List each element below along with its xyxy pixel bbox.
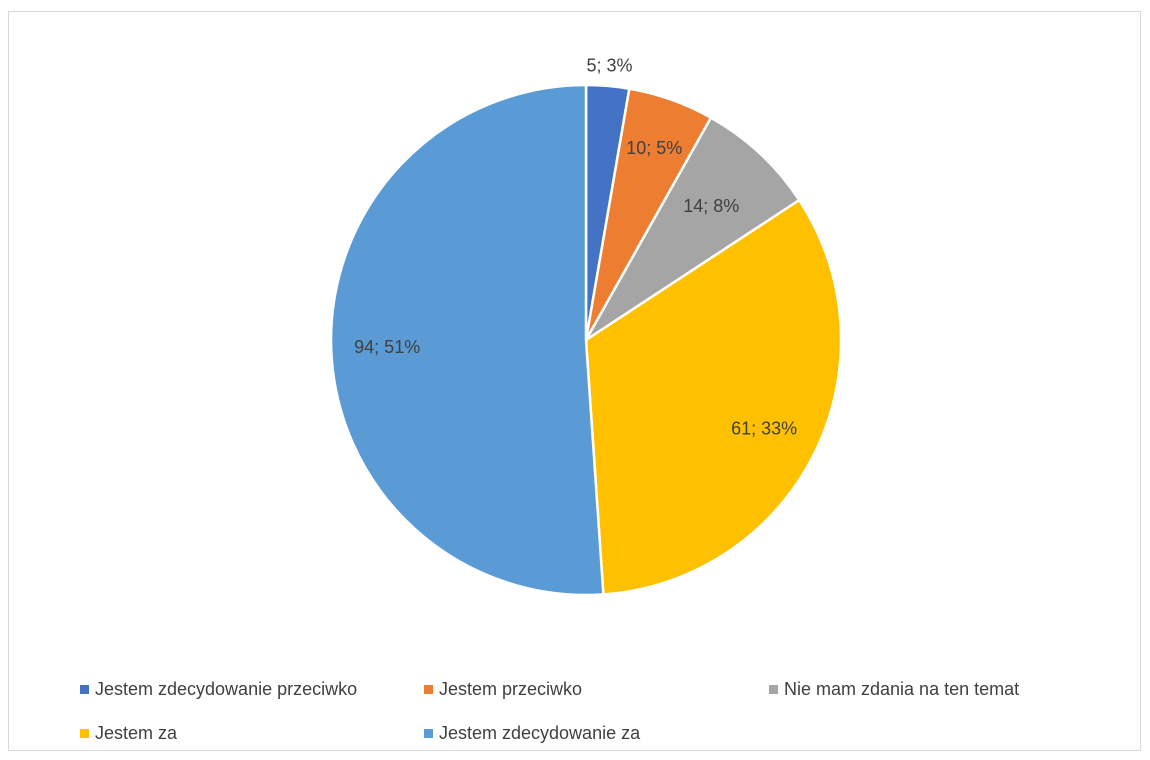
- data-label-2: 14; 8%: [683, 196, 739, 216]
- pie-slice-2: [584, 116, 801, 342]
- pie-slice-3: [584, 198, 843, 596]
- pie-data-labels: 5; 3% 10; 5% 14; 8% 61; 33% 94; 51%: [354, 56, 797, 439]
- data-label-0: 5; 3%: [586, 56, 632, 76]
- data-label-3: 61; 33%: [731, 419, 797, 439]
- data-label-1: 10; 5%: [626, 138, 682, 158]
- pie-slices: [329, 83, 843, 597]
- data-label-4: 94; 51%: [354, 337, 420, 357]
- pie-slice-4: [329, 83, 605, 597]
